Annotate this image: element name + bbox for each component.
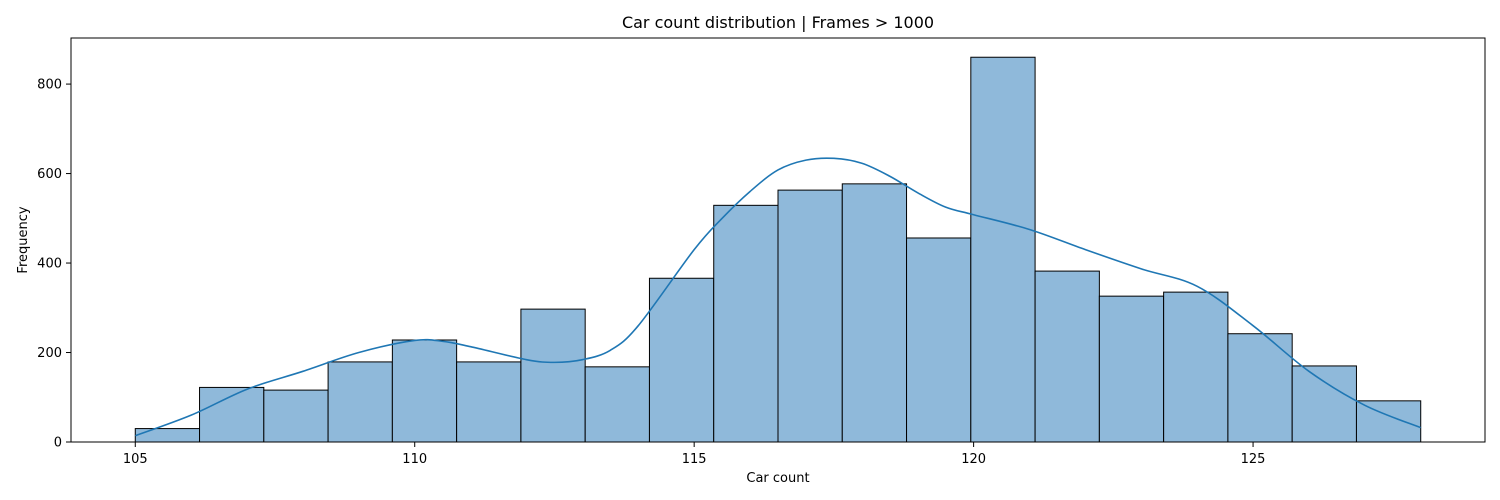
histogram-bar xyxy=(391,339,458,443)
histogram-bar xyxy=(1291,365,1357,443)
histogram-bar xyxy=(648,277,715,443)
y-tick-label: 400 xyxy=(37,257,62,272)
x-tick-label: 120 xyxy=(961,452,986,467)
plot-frame xyxy=(70,37,1486,443)
histogram-bar xyxy=(777,189,843,443)
histogram-bar xyxy=(906,237,972,443)
histogram-bar xyxy=(713,204,779,443)
histogram-bar xyxy=(456,361,522,443)
histogram-bar xyxy=(520,308,586,443)
x-tick-label: 125 xyxy=(1241,452,1266,467)
x-tick-label: 115 xyxy=(682,452,707,467)
x-axis-label: Car count xyxy=(746,471,809,486)
bars-group xyxy=(134,56,1422,443)
y-tick-label: 0 xyxy=(54,436,62,451)
histogram-bar xyxy=(1355,400,1422,443)
histogram-bar xyxy=(327,361,393,443)
x-tick-label: 105 xyxy=(123,452,148,467)
histogram-bar xyxy=(970,56,1036,443)
y-tick-label: 200 xyxy=(37,346,62,361)
histogram-bar xyxy=(134,428,201,443)
y-axis-label: Frequency xyxy=(16,206,31,273)
x-axis-ticks: 105 110 115 120 125 xyxy=(123,442,1266,467)
histogram-bar xyxy=(263,389,329,443)
y-tick-label: 600 xyxy=(37,167,62,182)
histogram-bar xyxy=(1034,270,1100,443)
histogram-bar xyxy=(1227,333,1293,443)
histogram-bar xyxy=(584,366,650,443)
histogram-bar xyxy=(1163,291,1229,443)
y-axis-ticks: 0 200 400 600 800 xyxy=(37,78,71,451)
histogram-bar xyxy=(1098,295,1165,443)
chart-title: Car count distribution | Frames > 1000 xyxy=(622,13,934,32)
histogram-bar xyxy=(841,183,908,443)
kde-line xyxy=(134,157,1422,437)
y-tick-label: 800 xyxy=(37,78,62,93)
x-tick-label: 110 xyxy=(402,452,427,467)
